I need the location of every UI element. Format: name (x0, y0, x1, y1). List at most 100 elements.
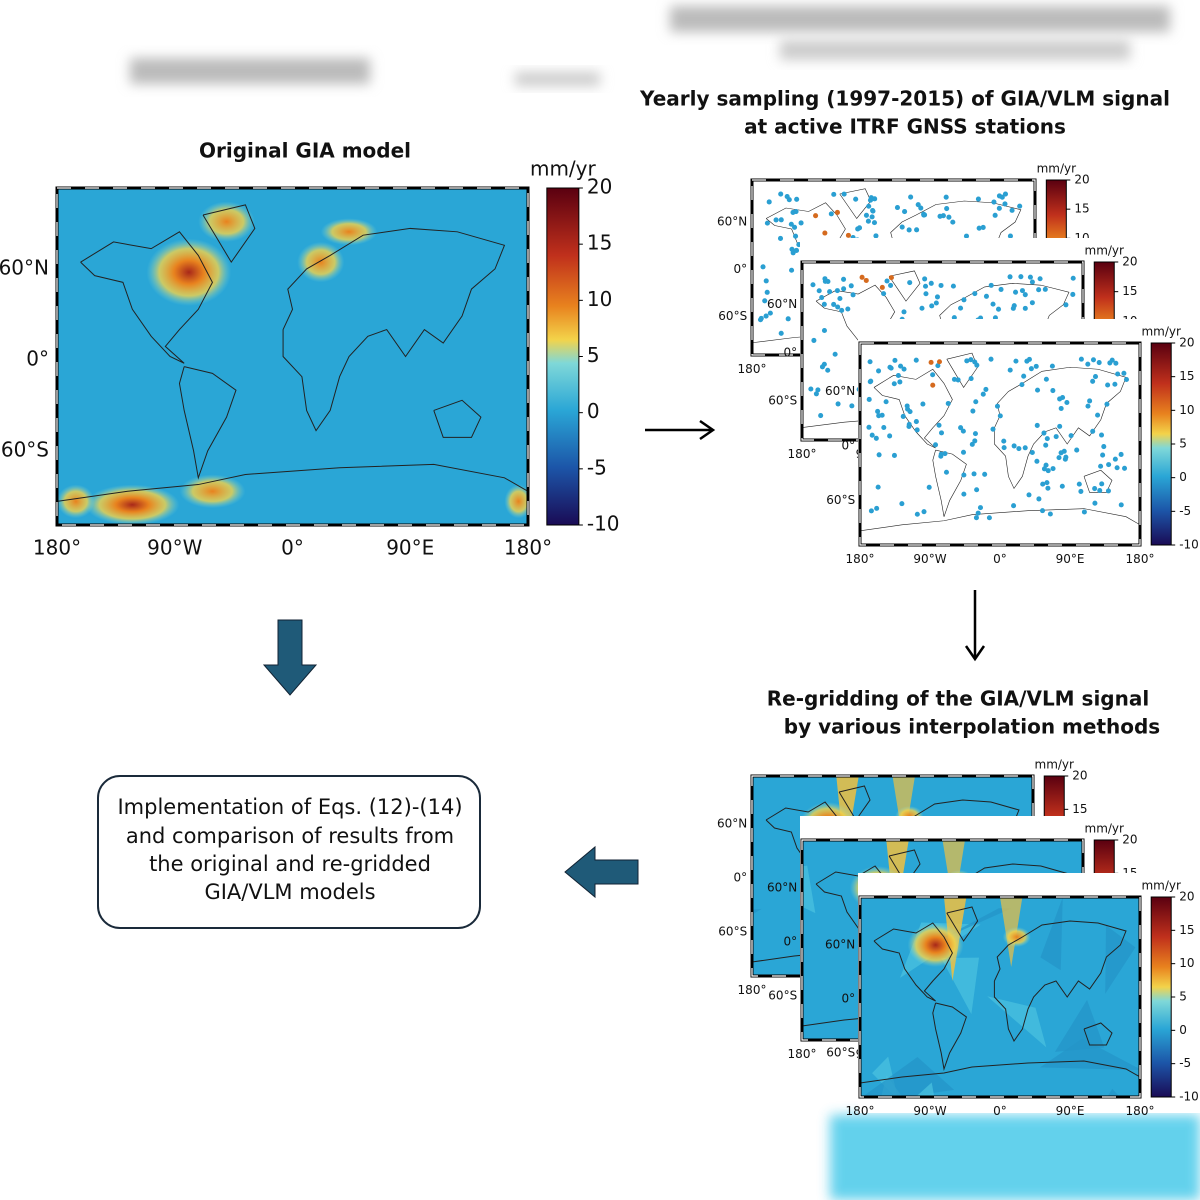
coastline (838, 785, 871, 821)
station (1062, 456, 1068, 462)
station (1092, 374, 1099, 380)
station (863, 277, 869, 283)
station (945, 400, 951, 406)
station (943, 194, 949, 200)
station (923, 291, 929, 297)
station (926, 484, 932, 490)
colorbar-tick-label: -5 (587, 455, 607, 479)
station (972, 431, 978, 437)
station (1045, 485, 1051, 491)
station (1114, 465, 1120, 471)
station (1028, 366, 1034, 372)
station (936, 359, 943, 365)
map-body (860, 897, 1140, 1097)
lat-label: 60°S (718, 925, 747, 939)
lat-label: 60°N (0, 255, 49, 279)
station (900, 413, 906, 419)
station (1043, 442, 1049, 448)
station (1115, 371, 1121, 377)
panel-title: Yearly sampling (1997-2015) of GIA/VLM s… (639, 87, 1170, 111)
station (1036, 287, 1042, 293)
station (1041, 466, 1047, 472)
station (875, 408, 881, 414)
colorbar-tick-label: 20 (1179, 336, 1194, 350)
colorbar-tick-label: -5 (1179, 1056, 1191, 1070)
station (1045, 468, 1051, 474)
signal-blob (85, 484, 180, 525)
station (1011, 443, 1017, 449)
station (895, 372, 901, 379)
interp-facet (802, 865, 816, 914)
station (1049, 363, 1055, 369)
station (868, 508, 874, 514)
station (1087, 398, 1093, 404)
station (1034, 422, 1040, 428)
station (839, 307, 845, 313)
map-background (860, 343, 1140, 545)
station (913, 357, 919, 363)
coastline (993, 920, 1127, 1042)
station (1029, 449, 1035, 456)
coastline (57, 463, 528, 502)
coastline (932, 449, 967, 517)
coastline (932, 1002, 967, 1071)
panel-title: Original GIA model (199, 139, 411, 163)
lat-label: 0° (784, 935, 798, 949)
station (827, 289, 833, 295)
station (963, 233, 970, 239)
station (767, 310, 773, 316)
station (865, 218, 871, 224)
station (1058, 405, 1064, 411)
interp-facet (752, 908, 762, 915)
blurred-caption (670, 6, 1170, 32)
colorbar (1150, 342, 1172, 546)
station (891, 452, 897, 458)
signal-blob (1002, 927, 1031, 947)
box-text: Implementation of Eqs. (12)-(14) (117, 795, 462, 819)
station (1085, 403, 1091, 409)
station (996, 193, 1002, 199)
station (933, 300, 939, 306)
station (976, 225, 982, 231)
station (968, 357, 974, 363)
station (1070, 275, 1076, 281)
colorbar-tick-label: 20 (1122, 255, 1137, 269)
map-body (57, 188, 528, 525)
blurred-caption (130, 58, 370, 84)
colorbar-tick-label: 5 (1179, 437, 1187, 451)
station (899, 224, 905, 230)
colorbar-tick-label: 0 (587, 399, 600, 423)
station (855, 226, 861, 232)
station (876, 368, 882, 374)
station (1105, 488, 1111, 494)
station (969, 441, 975, 447)
colorbar-tick-label: 20 (1074, 173, 1089, 187)
station (950, 283, 956, 289)
coastline (282, 227, 506, 432)
colorbar (1150, 896, 1172, 1098)
station (815, 387, 821, 393)
station (1095, 412, 1101, 418)
station (1043, 376, 1049, 382)
station (1036, 496, 1042, 502)
station (1047, 511, 1053, 517)
station (908, 194, 914, 200)
lat-label: 60°S (826, 493, 855, 507)
coastline (433, 399, 482, 438)
station (980, 224, 986, 230)
colorbar-tick-label: 15 (1074, 202, 1089, 216)
colorbar-tick-label: 15 (1072, 802, 1087, 816)
station (986, 515, 992, 521)
station (819, 364, 825, 370)
station (837, 295, 843, 302)
colorbar-tick-label: 0 (1179, 470, 1187, 484)
colorbar-tick-label: 5 (1179, 990, 1187, 1004)
colorbar-unit: mm/yr (1085, 244, 1125, 258)
station (834, 209, 840, 216)
station (920, 401, 926, 407)
station (792, 224, 798, 230)
station (1106, 462, 1112, 468)
station (977, 505, 983, 511)
station (1112, 456, 1118, 462)
colorbar-unit: mm/yr (1037, 162, 1077, 176)
